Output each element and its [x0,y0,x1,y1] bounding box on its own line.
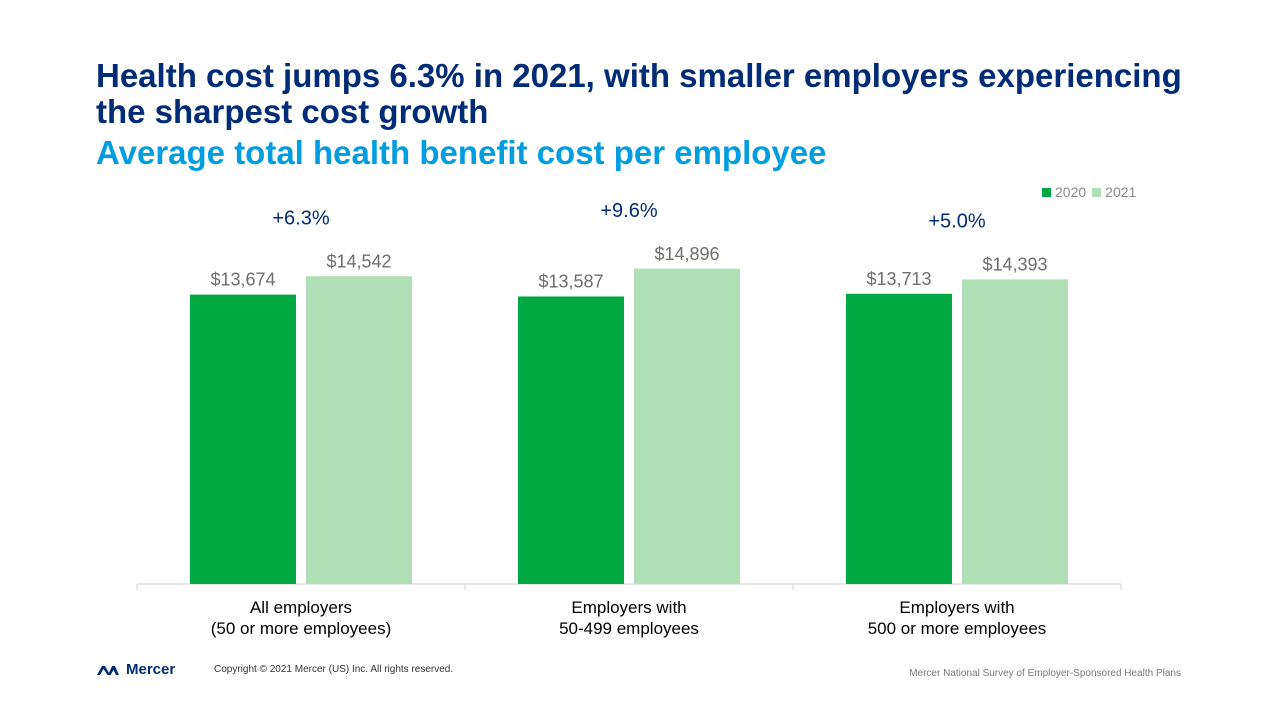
data-label-2021: $14,542 [326,251,391,271]
bar-2021 [634,268,740,584]
legend-label-2021: 2021 [1105,184,1137,200]
legend-item-2021: 2021 [1092,184,1136,200]
change-annotation: +6.3% [272,207,329,229]
legend-item-2020: 2020 [1042,184,1086,200]
legend-swatch-2021 [1092,187,1102,197]
bar-2020 [846,293,952,584]
source-text: Mercer National Survey of Employer-Spons… [909,668,1181,679]
change-annotation: +5.0% [928,210,985,232]
copyright-text: Copyright © 2021 Mercer (US) Inc. All ri… [214,664,454,675]
footer-logo: Mercer [96,661,175,678]
category-label: Employers with 500 or more employees [827,597,1087,639]
category-label-line: All employers [249,598,353,617]
chart-legend: 2020 2021 [1042,184,1136,200]
category-label: All employers (50 or more employees) [171,597,431,639]
slide-subtitle: Average total health benefit cost per em… [96,134,827,171]
category-label-line: 50-499 employees [559,619,699,638]
bar-2020 [518,296,624,584]
legend-swatch-2020 [1042,187,1051,197]
bar-2020 [190,294,296,584]
category-label: Employers with 50-499 employees [499,597,759,639]
data-label-2020: $13,674 [210,270,275,290]
legend-label-2020: 2020 [1055,184,1087,200]
bar-2021 [306,276,412,584]
change-annotation: +9.6% [600,200,657,222]
mercer-brand-text: Mercer [126,661,176,678]
category-label-line: (50 or more employees) [210,619,392,638]
bar-2021 [962,279,1068,584]
category-label-line: Employers with [571,598,687,617]
slide-title: Health cost jumps 6.3% in 2021, with sma… [96,57,1182,130]
mercer-logo-icon [97,665,119,675]
data-label-2021: $14,896 [654,244,719,264]
category-label-line: Employers with [899,598,1015,617]
data-label-2020: $13,587 [538,271,603,291]
category-label-line: 500 or more employees [867,619,1047,638]
data-label-2020: $13,713 [866,269,931,289]
data-label-2021: $14,393 [982,254,1047,274]
